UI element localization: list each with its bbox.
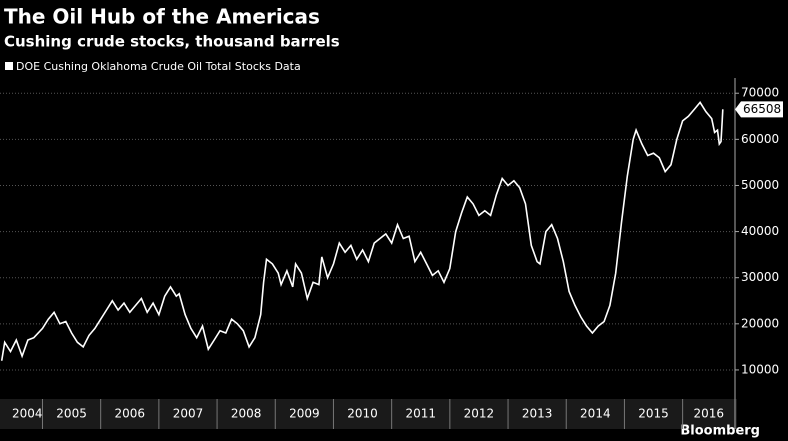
x-tick-label: 2014 <box>580 407 611 421</box>
x-tick-label: 2008 <box>231 407 262 421</box>
chart-subtitle: Cushing crude stocks, thousand barrels <box>4 33 340 51</box>
y-tick-label: 20000 <box>741 316 779 330</box>
x-tick-label: 2015 <box>638 407 669 421</box>
last-value-box <box>735 101 783 118</box>
x-tick-label: 2009 <box>289 407 320 421</box>
x-tick-label: 2007 <box>173 407 204 421</box>
legend-label: DOE Cushing Oklahoma Crude Oil Total Sto… <box>16 60 301 73</box>
source: Bloomberg <box>680 424 760 439</box>
chart-title: The Oil Hub of the Americas <box>4 5 320 29</box>
y-tick-label: 60000 <box>741 132 779 146</box>
y-tick-label: 40000 <box>741 224 779 238</box>
x-tick-label: 2016 <box>694 407 725 421</box>
x-axis-band <box>0 399 737 429</box>
x-tick-label: 2012 <box>464 407 495 421</box>
x-tick-label: 2006 <box>115 407 146 421</box>
x-tick-label: 2013 <box>522 407 553 421</box>
x-tick-label: 2004 <box>12 407 43 421</box>
x-tick-label: 2010 <box>347 407 378 421</box>
y-tick-label: 70000 <box>741 86 779 100</box>
y-tick-label: 50000 <box>741 178 779 192</box>
legend-swatch <box>5 62 13 70</box>
y-tick-label: 10000 <box>741 362 779 376</box>
line <box>0 101 724 361</box>
x-tick-label: 2011 <box>405 407 436 421</box>
x-tick-label: 2005 <box>56 407 87 421</box>
y-tick-label: 30000 <box>741 270 779 284</box>
last-value-label: 66508 <box>743 102 781 116</box>
